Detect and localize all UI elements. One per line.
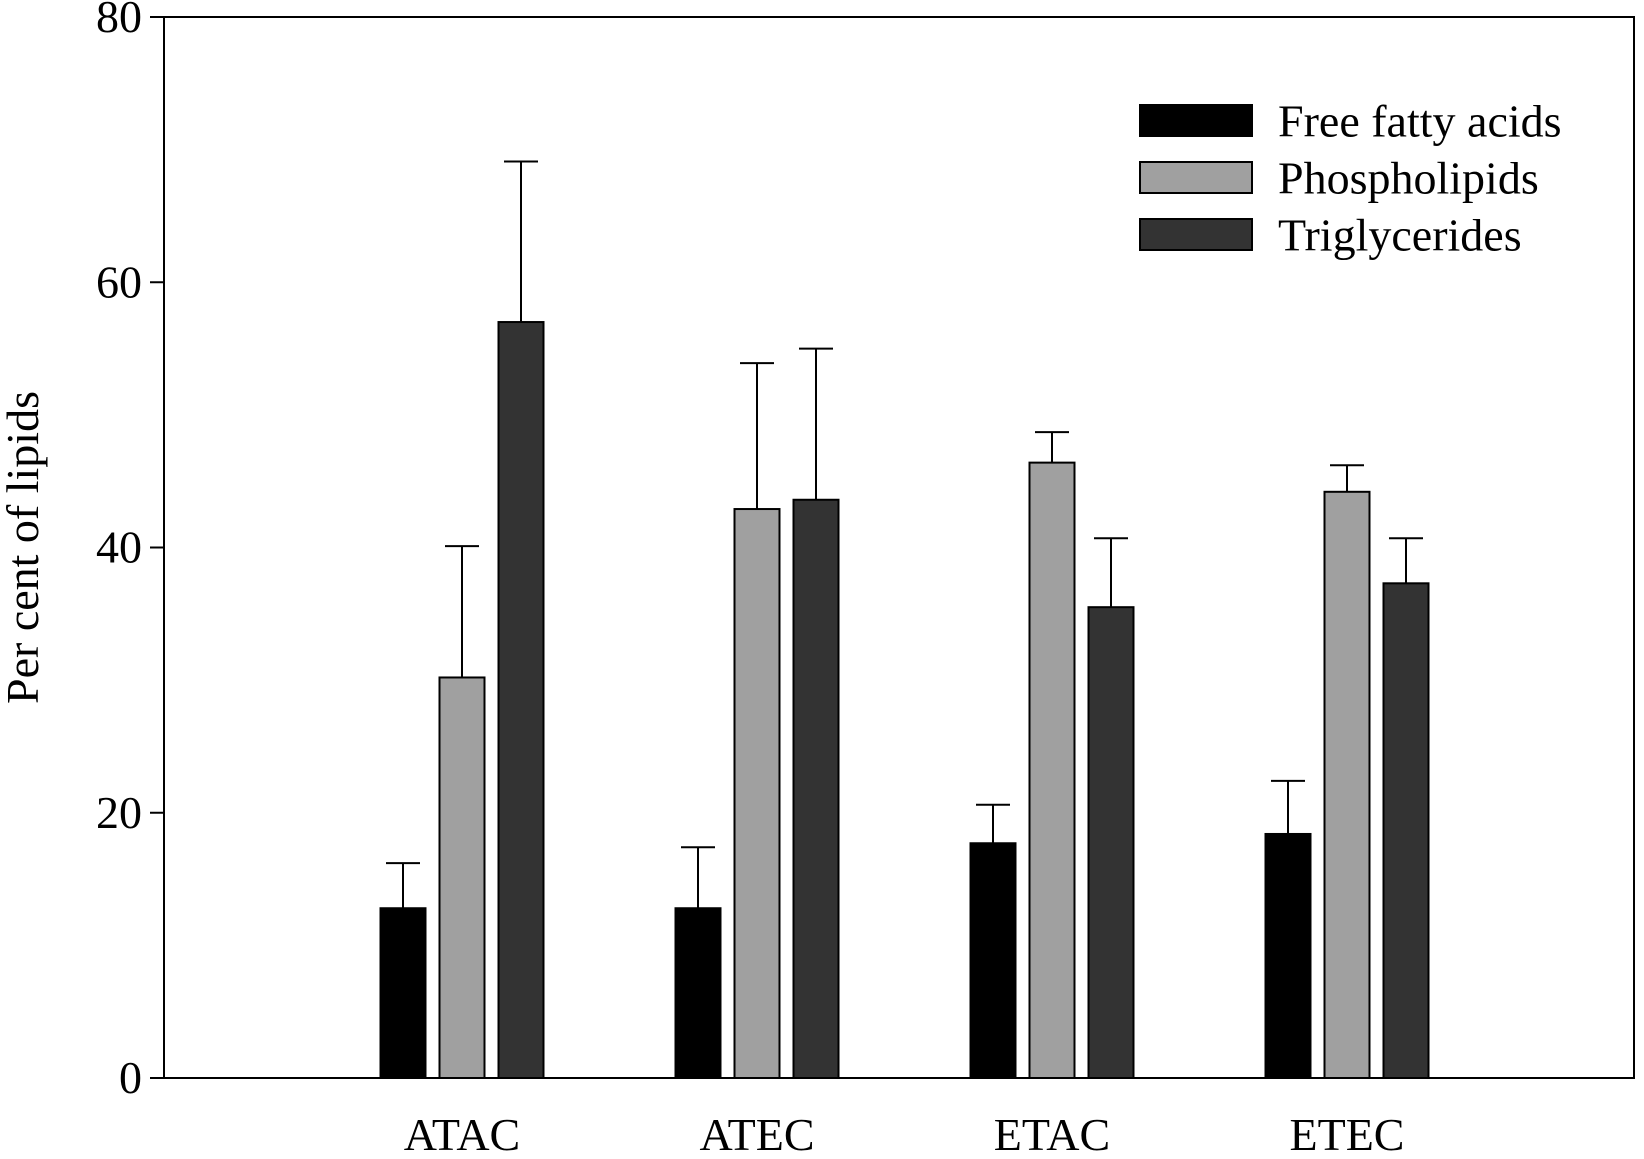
y-tick-label: 20 (96, 787, 142, 838)
bar-free-fatty-acids-atac (379, 907, 427, 1079)
x-tick-label-etec: ETEC (1290, 1109, 1405, 1154)
legend-swatch-triglycerides (1139, 218, 1253, 251)
bar-free-fatty-acids-etac (969, 842, 1017, 1079)
bar-phospholipids-etac (1028, 461, 1076, 1079)
x-axis: ATAC ATEC ETAC ETEC (404, 1109, 1405, 1159)
legend-swatch-phospholipids (1139, 161, 1253, 194)
y-tick-label: 60 (96, 256, 142, 307)
error-bars-layer (386, 160, 1423, 909)
bar-phospholipids-etec (1323, 490, 1371, 1079)
y-axis-label: Per cent of lipids (0, 391, 48, 704)
x-tick-label-etac: ETAC (994, 1109, 1110, 1154)
legend: Free fatty acids Phospholipids Triglycerid… (1139, 96, 1562, 261)
legend-swatch-free-fatty-acids (1139, 104, 1253, 137)
y-axis: 0 20 40 60 80 (96, 0, 164, 1103)
bar-free-fatty-acids-etec (1264, 832, 1312, 1079)
bar-triglycerides-etec (1382, 582, 1430, 1080)
bar-triglycerides-atac (497, 321, 545, 1080)
x-tick-label-atac: ATAC (404, 1109, 520, 1154)
bar-triglycerides-etac (1087, 606, 1135, 1080)
y-tick-label: 40 (96, 522, 142, 573)
bars-layer (379, 321, 1430, 1080)
x-tick-label-atec: ATEC (700, 1109, 815, 1154)
bar-phospholipids-atac (438, 676, 486, 1079)
legend-label-triglycerides: Triglycerides (1278, 210, 1522, 261)
y-tick-label: 80 (96, 0, 142, 42)
y-tick-label: 0 (119, 1052, 142, 1103)
legend-label-phospholipids: Phospholipids (1278, 153, 1539, 204)
legend-label-free-fatty-acids: Free fatty acids (1278, 96, 1562, 147)
bar-free-fatty-acids-atec (674, 907, 722, 1079)
bar-phospholipids-atec (733, 508, 781, 1079)
bar-triglycerides-atec (792, 498, 840, 1079)
